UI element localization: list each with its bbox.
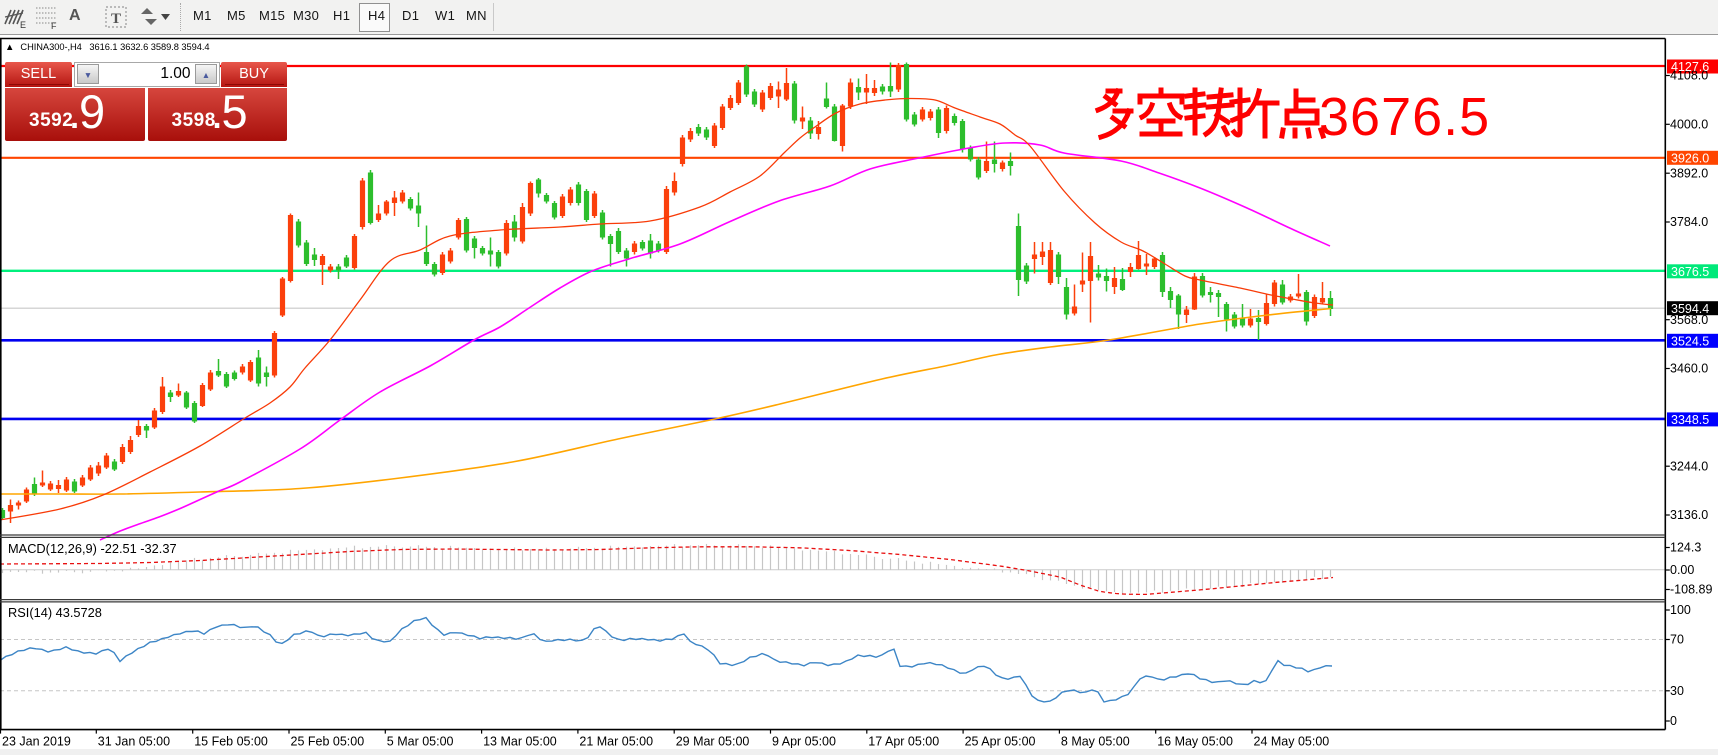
svg-text:30: 30 (1670, 684, 1684, 698)
svg-text:24 May 05:00: 24 May 05:00 (1254, 735, 1330, 749)
svg-text:3244.0: 3244.0 (1670, 459, 1708, 473)
svg-text:3460.0: 3460.0 (1670, 362, 1708, 376)
svg-text:29 Mar 05:00: 29 Mar 05:00 (676, 735, 750, 749)
svg-text:124.3: 124.3 (1670, 541, 1701, 555)
svg-text:23 Jan 2019: 23 Jan 2019 (2, 735, 71, 749)
svg-text:T: T (111, 11, 121, 27)
svg-text:3594.4: 3594.4 (1671, 302, 1709, 316)
svg-text:-108.89: -108.89 (1670, 583, 1712, 597)
svg-text:3136.0: 3136.0 (1670, 508, 1708, 522)
svg-text:5 Mar 05:00: 5 Mar 05:00 (387, 735, 454, 749)
svg-text:3524.5: 3524.5 (1671, 334, 1709, 348)
svg-text:13 Mar 05:00: 13 Mar 05:00 (483, 735, 557, 749)
svg-text:3676.5: 3676.5 (1671, 265, 1709, 279)
svg-text:17 Apr 05:00: 17 Apr 05:00 (868, 735, 939, 749)
svg-text:4108.0: 4108.0 (1670, 69, 1708, 83)
svg-text:0: 0 (1670, 714, 1677, 728)
svg-text:70: 70 (1670, 633, 1684, 647)
svg-text:4000.0: 4000.0 (1670, 118, 1708, 132)
svg-text:0.00: 0.00 (1670, 563, 1694, 577)
svg-text:21 Mar 05:00: 21 Mar 05:00 (579, 735, 653, 749)
svg-text:31 Jan 05:00: 31 Jan 05:00 (98, 735, 170, 749)
svg-text:3926.0: 3926.0 (1671, 151, 1709, 165)
svg-text:15 Feb 05:00: 15 Feb 05:00 (194, 735, 268, 749)
svg-text:3892.0: 3892.0 (1670, 166, 1708, 180)
svg-text:9 Apr 05:00: 9 Apr 05:00 (772, 735, 836, 749)
svg-text:E: E (20, 20, 26, 30)
svg-text:F: F (51, 21, 57, 30)
svg-text:4127.6: 4127.6 (1671, 60, 1709, 74)
svg-text:3568.0: 3568.0 (1670, 313, 1708, 327)
svg-text:8 May 05:00: 8 May 05:00 (1061, 735, 1130, 749)
svg-text:16 May 05:00: 16 May 05:00 (1157, 735, 1233, 749)
svg-text:25 Apr 05:00: 25 Apr 05:00 (965, 735, 1036, 749)
svg-text:3348.5: 3348.5 (1671, 413, 1709, 427)
svg-text:100: 100 (1670, 603, 1691, 617)
svg-text:3784.0: 3784.0 (1670, 215, 1708, 229)
svg-text:25 Feb 05:00: 25 Feb 05:00 (291, 735, 365, 749)
